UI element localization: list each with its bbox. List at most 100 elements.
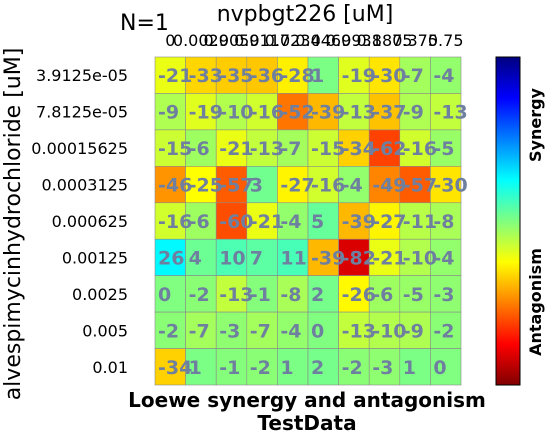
heatmap-cell — [430, 166, 462, 204]
cell-value-label: -33 — [189, 65, 223, 87]
cell-value-label: -3 — [433, 284, 454, 306]
heatmap-cell — [185, 348, 217, 386]
heatmap-cell — [338, 93, 370, 131]
cell-value-label: -16 — [158, 211, 192, 233]
heatmap-cell — [399, 93, 431, 131]
cell-value-label: -6 — [189, 138, 210, 160]
y-tick-label: 0.00125 — [62, 248, 128, 267]
heatmap-cells: -21-33-35-36-281 -19-30-7 -4-9 -19-10-16-52… — [154, 56, 468, 386]
heatmap-cell — [368, 238, 401, 276]
heatmap-cell — [215, 56, 248, 94]
cell-value-label: -21 — [372, 247, 406, 269]
x-tick-label: 0.0938 — [326, 31, 382, 50]
heatmap-cell — [338, 202, 370, 240]
cell-value-label: -1 — [219, 357, 240, 379]
cell-value-label: 1 — [311, 65, 324, 87]
cell-value-label: -7 — [189, 320, 210, 342]
heatmap-cell — [215, 166, 248, 204]
heatmap-cell — [215, 129, 248, 167]
heatmap-cell — [246, 348, 278, 386]
heatmap-cell — [154, 93, 186, 131]
heatmap-cell — [215, 275, 248, 313]
cell-value-label: -15 — [158, 138, 192, 160]
x-tick-label: 0.375 — [392, 31, 438, 50]
cell-value-label: -6 — [189, 211, 210, 233]
cell-value-label: -60 — [219, 211, 253, 233]
cell-value-label: -10 — [403, 247, 437, 269]
heatmap-cell — [154, 311, 186, 349]
y-tick-label: 0.00015625 — [31, 139, 128, 158]
heatmap-cell — [399, 275, 431, 313]
cell-value-label: 0 — [158, 284, 171, 306]
heatmap-cell — [246, 275, 278, 313]
heatmap-cell — [185, 238, 217, 276]
cell-value-label: 26 — [158, 247, 184, 269]
y-tick-label: 0.000625 — [52, 212, 128, 231]
cell-value-label: 10 — [219, 247, 245, 269]
cell-value-label: -21 — [158, 65, 192, 87]
heatmap-cell — [368, 129, 401, 167]
y-tick-label: 0.01 — [92, 358, 128, 377]
cell-value-label: -11 — [403, 211, 437, 233]
cell-value-label: -10 — [219, 102, 253, 124]
cell-value-label: 3 — [250, 175, 263, 197]
colorbar-antagonism-label: Antagonism — [526, 248, 545, 356]
cell-value-label: -82 — [342, 247, 376, 269]
cell-value-label: -49 — [372, 175, 406, 197]
cell-value-label: -62 — [372, 138, 406, 160]
y-tick-label: 0.0025 — [72, 285, 128, 304]
cell-value-label: -28 — [280, 65, 314, 87]
heatmap-cell — [338, 56, 370, 94]
cell-value-label: -13 — [342, 320, 376, 342]
heatmap-cell — [338, 129, 370, 167]
heatmap-cell — [307, 348, 339, 386]
cell-value-label: -37 — [372, 102, 406, 124]
cell-value-label: -7 — [403, 65, 424, 87]
heatmap-cell — [368, 93, 401, 131]
cell-value-label: -8 — [280, 284, 301, 306]
y-tick-label: 3.9125e-05 — [36, 66, 128, 85]
x-tick-label: 0.0029 — [173, 31, 229, 50]
heatmap-cell — [246, 93, 278, 131]
cell-value-label: -46 — [158, 175, 192, 197]
cell-value-label: -10 — [372, 320, 406, 342]
cell-value-label: -5 — [433, 138, 454, 160]
cell-value-label: -2 — [433, 320, 454, 342]
cell-value-label: -30 — [433, 175, 467, 197]
cell-value-label: -7 — [280, 138, 301, 160]
cell-value-label: 2 — [311, 284, 324, 306]
heatmap-cell — [246, 129, 278, 167]
heatmap-cell — [368, 311, 401, 349]
heatmap-cell — [368, 202, 401, 240]
y-tick-label: 7.8125e-05 — [36, 103, 128, 122]
x-tick-label: 0.75 — [428, 31, 464, 50]
x-tick-label: 0 — [165, 31, 175, 50]
cell-value-label: -25 — [189, 175, 223, 197]
cell-value-label: 7 — [250, 247, 263, 269]
cell-value-label: -16 — [403, 138, 437, 160]
heatmap-cell — [399, 56, 431, 94]
cell-value-label: -34 — [342, 138, 376, 160]
cell-value-label: -2 — [158, 320, 179, 342]
heatmap-cell — [154, 56, 186, 94]
heatmap-cell — [215, 311, 248, 349]
cell-value-label: -30 — [372, 65, 406, 87]
chart-title: Loewe synergy and antagonism — [128, 388, 486, 412]
heatmap-cell — [215, 93, 248, 131]
cell-value-label: -13 — [219, 284, 253, 306]
cell-value-label: -19 — [342, 65, 376, 87]
cell-value-label: -16 — [311, 175, 345, 197]
heatmap-cell — [368, 348, 401, 386]
heatmap-cell — [430, 348, 462, 386]
heatmap-cell — [430, 275, 462, 313]
heatmap-cell — [154, 348, 186, 386]
heatmap-cell — [154, 202, 186, 240]
cell-value-label: -3 — [219, 320, 240, 342]
heatmap-cell — [430, 311, 462, 349]
cell-value-label: -4 — [342, 175, 363, 197]
cell-value-label: -6 — [372, 284, 393, 306]
y-tick-label: 0.005 — [82, 321, 128, 340]
heatmap-cell — [307, 93, 339, 131]
colorbar — [495, 56, 521, 386]
cell-value-label: -8 — [433, 211, 454, 233]
